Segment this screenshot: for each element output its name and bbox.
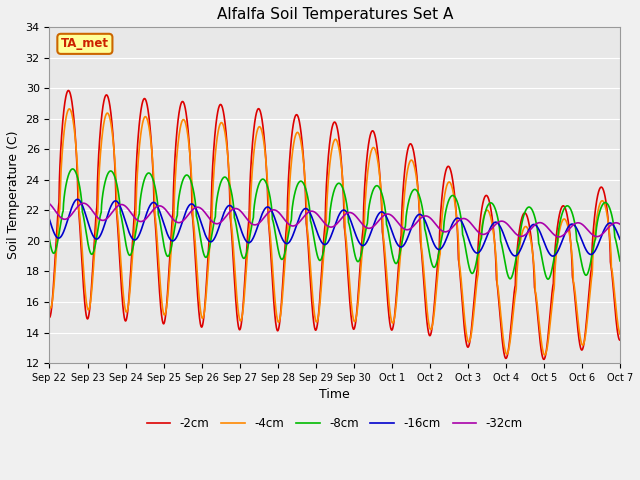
-16cm	[616, 236, 624, 242]
-8cm	[264, 187, 272, 192]
-8cm	[45, 237, 53, 243]
-2cm	[544, 337, 552, 343]
Text: TA_met: TA_met	[61, 37, 109, 50]
-4cm	[264, 197, 272, 203]
-8cm	[605, 204, 613, 210]
-32cm	[289, 223, 297, 229]
-8cm	[289, 199, 297, 204]
-32cm	[543, 225, 551, 230]
-16cm	[264, 204, 272, 210]
Legend: -2cm, -4cm, -8cm, -16cm, -32cm: -2cm, -4cm, -8cm, -16cm, -32cm	[142, 413, 527, 435]
Line: -8cm: -8cm	[49, 169, 620, 279]
-2cm	[289, 122, 297, 128]
-4cm	[289, 144, 297, 150]
-2cm	[616, 337, 624, 343]
-4cm	[616, 331, 624, 337]
Line: -4cm: -4cm	[49, 109, 620, 355]
-16cm	[145, 205, 152, 211]
-8cm	[544, 276, 552, 282]
-2cm	[45, 314, 53, 320]
Line: -2cm: -2cm	[49, 91, 620, 360]
-32cm	[605, 224, 613, 230]
-32cm	[556, 234, 563, 240]
-2cm	[65, 88, 72, 94]
-4cm	[45, 304, 53, 310]
-16cm	[74, 196, 81, 202]
-32cm	[111, 206, 118, 212]
-32cm	[80, 200, 88, 206]
Line: -32cm: -32cm	[49, 203, 620, 237]
-4cm	[541, 352, 548, 358]
-32cm	[264, 210, 272, 216]
Y-axis label: Soil Temperature (C): Soil Temperature (C)	[7, 131, 20, 259]
-8cm	[111, 174, 118, 180]
-16cm	[45, 216, 53, 222]
-32cm	[145, 213, 152, 218]
Line: -16cm: -16cm	[49, 199, 620, 256]
-16cm	[549, 253, 557, 259]
Title: Alfalfa Soil Temperatures Set A: Alfalfa Soil Temperatures Set A	[216, 7, 453, 22]
-32cm	[45, 201, 53, 206]
-32cm	[616, 221, 624, 227]
-16cm	[111, 198, 118, 204]
-2cm	[145, 111, 152, 117]
-2cm	[264, 219, 272, 225]
-8cm	[145, 170, 152, 176]
-4cm	[605, 227, 613, 233]
-8cm	[543, 276, 551, 282]
-16cm	[543, 247, 551, 253]
-8cm	[616, 258, 624, 264]
-8cm	[69, 166, 77, 172]
-4cm	[65, 106, 73, 112]
-16cm	[289, 232, 297, 238]
-16cm	[605, 220, 613, 226]
-4cm	[145, 122, 152, 128]
-2cm	[111, 161, 118, 167]
-4cm	[111, 156, 118, 162]
-4cm	[544, 342, 552, 348]
-2cm	[540, 357, 548, 362]
-2cm	[605, 228, 613, 234]
X-axis label: Time: Time	[319, 388, 350, 401]
